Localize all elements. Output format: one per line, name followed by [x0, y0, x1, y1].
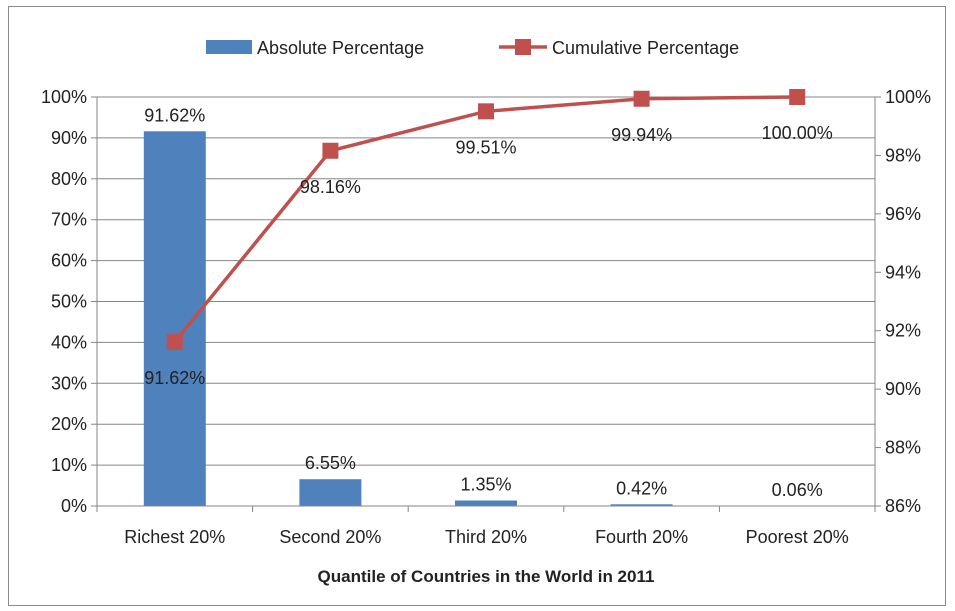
- left-tick-label: 70%: [51, 210, 87, 230]
- gridlines: [97, 96, 875, 466]
- bar: [143, 131, 206, 506]
- bar-data-label: 0.06%: [772, 480, 823, 500]
- bar-data-label: 0.42%: [616, 478, 667, 498]
- left-tick-label: 90%: [51, 128, 87, 148]
- bar: [299, 479, 362, 506]
- bar-series: [143, 131, 829, 506]
- left-tick-label: 40%: [51, 332, 87, 352]
- x-axis-title: Quantile of Countries in the World in 20…: [318, 567, 655, 586]
- legend-swatch-bar: [206, 40, 252, 54]
- axes: 0% 10% 20% 30% 40% 50% 60% 70% 80% 90% 100% 86% 88% 9…: [41, 87, 931, 547]
- x-tick-label: Poorest 20%: [746, 527, 849, 547]
- right-tick-label: 96%: [885, 204, 921, 224]
- line-series: [166, 89, 806, 350]
- right-tick-label: 86%: [885, 496, 921, 516]
- left-tick-label: 50%: [51, 292, 87, 312]
- bar: [455, 500, 517, 506]
- left-tick-label: 60%: [51, 251, 87, 271]
- bar: [610, 504, 673, 506]
- x-tick-label: Third 20%: [445, 527, 527, 547]
- right-tick-label: 98%: [885, 145, 921, 165]
- left-tick-label: 100%: [41, 87, 87, 107]
- line-marker: [322, 142, 339, 159]
- line-marker: [633, 90, 650, 107]
- left-tick-label: 20%: [51, 414, 87, 434]
- legend-label-bar: Absolute Percentage: [257, 38, 424, 58]
- line-data-label: 98.16%: [300, 177, 361, 197]
- line-data-label: 99.94%: [611, 125, 672, 145]
- line-data-label: 91.62%: [144, 368, 205, 388]
- legend: Absolute Percentage Cumulative Percentage: [206, 38, 739, 58]
- left-tick-label: 80%: [51, 169, 87, 189]
- line-marker: [166, 333, 183, 350]
- left-tick-label: 30%: [51, 373, 87, 393]
- x-tick-label: Fourth 20%: [595, 527, 688, 547]
- right-tick-label: 94%: [885, 262, 921, 282]
- line-marker: [478, 103, 494, 120]
- data-labels: 91.62% 6.55% 1.35% 0.42% 0.06% 91.62% 98.16% 99…: [144, 105, 832, 499]
- line-data-label: 100.00%: [762, 123, 833, 143]
- right-tick-label: 90%: [885, 379, 921, 399]
- legend-swatch-marker: [515, 39, 531, 55]
- right-tick-label: 100%: [885, 87, 931, 107]
- x-tick-label: Second 20%: [279, 527, 381, 547]
- x-tick-label: Richest 20%: [124, 527, 225, 547]
- line-data-label: 99.51%: [455, 137, 516, 157]
- right-tick-label: 88%: [885, 438, 921, 458]
- right-tick-label: 92%: [885, 321, 921, 341]
- line-marker: [789, 89, 806, 105]
- legend-label-line: Cumulative Percentage: [552, 38, 739, 58]
- left-tick-label: 0%: [61, 496, 87, 516]
- bar-data-label: 6.55%: [305, 453, 356, 473]
- bar-data-label: 1.35%: [460, 474, 511, 494]
- bar-data-label: 91.62%: [144, 105, 205, 125]
- left-tick-label: 10%: [51, 455, 87, 475]
